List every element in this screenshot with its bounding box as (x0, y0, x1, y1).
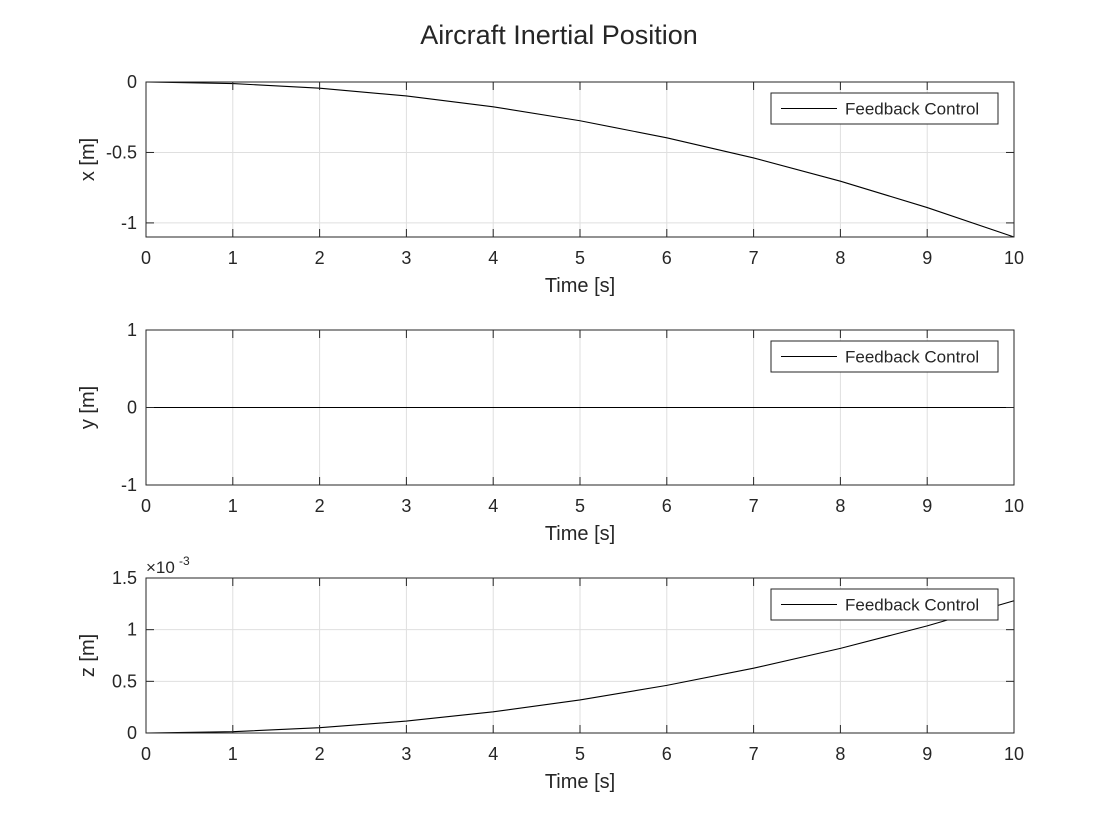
legend-label: Feedback Control (845, 596, 979, 615)
x-axis-label: Time [s] (545, 523, 615, 545)
y-axis-label: z [m] (77, 634, 99, 677)
y-tick-label: 1 (127, 320, 137, 340)
x-tick-label: 6 (662, 248, 672, 268)
x-tick-label: 10 (1004, 744, 1024, 764)
x-tick-label: 3 (401, 496, 411, 516)
x-tick-label: 1 (228, 496, 238, 516)
y-tick-label: -1 (121, 475, 137, 495)
x-tick-label: 2 (315, 248, 325, 268)
x-tick-label: 0 (141, 248, 151, 268)
x-tick-label: 2 (315, 496, 325, 516)
y-tick-label: -1 (121, 213, 137, 233)
y-tick-label: 0 (127, 72, 137, 92)
x-tick-label: 5 (575, 496, 585, 516)
y-axis-exponent-power: -3 (179, 554, 190, 568)
x-axis-label: Time [s] (545, 275, 615, 297)
x-tick-label: 8 (835, 248, 845, 268)
x-tick-label: 7 (749, 744, 759, 764)
x-tick-label: 4 (488, 248, 498, 268)
x-tick-label: 7 (749, 248, 759, 268)
series-line (145, 600, 1015, 734)
x-tick-label: 3 (401, 248, 411, 268)
axes-3: 0 1 2 3 4 5 6 7 8 9 10 1.5 1 0.5 0 Time [s] z [m] ×10 -3 Fe… (77, 554, 1024, 793)
x-tick-label: 9 (922, 744, 932, 764)
x-tick-label: 9 (922, 496, 932, 516)
y-axis-label: y [m] (77, 386, 99, 429)
y-tick-label: 1 (127, 620, 137, 640)
x-tick-label: 4 (488, 496, 498, 516)
x-tick-label: 10 (1004, 248, 1024, 268)
legend: Feedback Control (770, 588, 999, 621)
x-tick-label: 1 (228, 248, 238, 268)
x-tick-label: 5 (575, 744, 585, 764)
y-axis-exponent: ×10 (146, 558, 175, 577)
x-tick-label: 9 (922, 248, 932, 268)
x-tick-label: 1 (228, 744, 238, 764)
series-line (145, 81, 1015, 238)
x-tick-label: 3 (401, 744, 411, 764)
y-tick-label: 0 (127, 723, 137, 743)
x-tick-label: 0 (141, 744, 151, 764)
x-axis-label: Time [s] (545, 771, 615, 793)
x-tick-label: 6 (662, 744, 672, 764)
axes-1: 0 1 2 3 4 5 6 7 8 9 10 0 -0.5 -1 Time [s] x [m] Feedback… (77, 72, 1024, 297)
y-axis-label: x [m] (77, 138, 99, 181)
x-tick-label: 8 (835, 496, 845, 516)
x-tick-label: 8 (835, 744, 845, 764)
legend: Feedback Control (770, 340, 999, 373)
x-tick-label: 5 (575, 248, 585, 268)
figure-title: Aircraft Inertial Position (420, 20, 698, 50)
x-tick-label: 10 (1004, 496, 1024, 516)
legend: Feedback Control (770, 92, 999, 125)
legend-label: Feedback Control (845, 348, 979, 367)
x-tick-label: 0 (141, 496, 151, 516)
legend-label: Feedback Control (845, 100, 979, 119)
x-tick-label: 7 (749, 496, 759, 516)
x-tick-label: 4 (488, 744, 498, 764)
y-tick-label: 1.5 (112, 568, 137, 588)
x-tick-label: 2 (315, 744, 325, 764)
y-tick-label: 0.5 (112, 671, 137, 691)
y-tick-label: 0 (127, 398, 137, 418)
x-tick-label: 6 (662, 496, 672, 516)
y-tick-label: -0.5 (106, 142, 137, 162)
